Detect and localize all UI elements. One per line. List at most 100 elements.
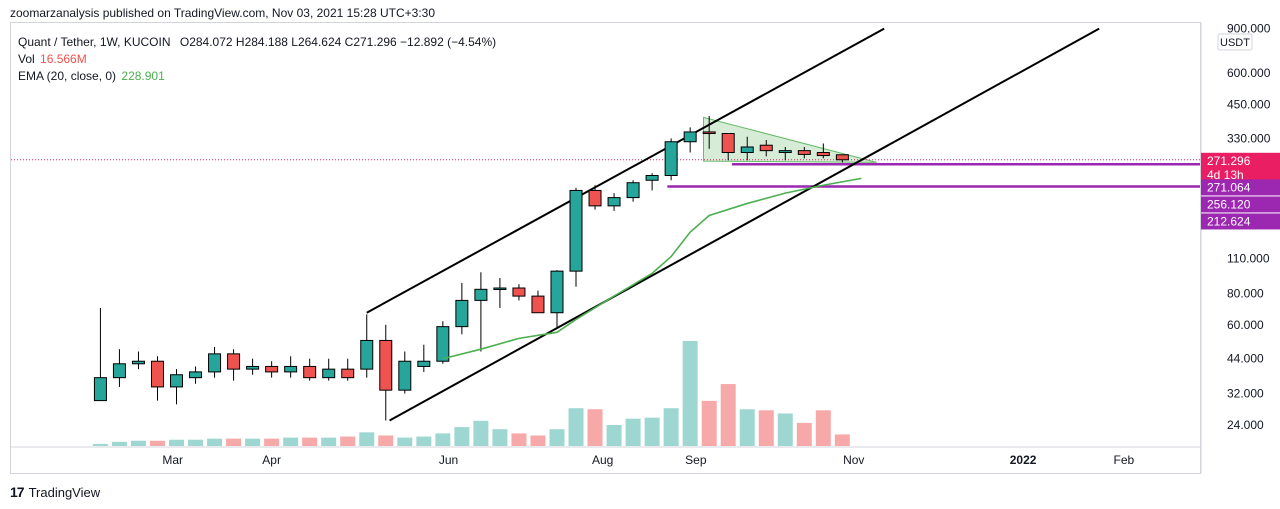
candle <box>607 193 621 211</box>
candle-body <box>474 288 488 301</box>
candle-body <box>227 353 241 370</box>
plot-area <box>11 27 1200 446</box>
legend-vol-label: Vol <box>18 52 35 66</box>
candle-body <box>322 368 336 379</box>
candle-body <box>131 360 145 365</box>
volume-bar <box>283 437 299 446</box>
candle <box>721 133 735 161</box>
x-tick-label: Feb <box>1114 453 1135 467</box>
legend-vol-value: 16.566M <box>40 52 87 66</box>
level-price-tag <box>1201 213 1280 230</box>
currency-label: USDT <box>1220 37 1250 49</box>
candle-body <box>284 365 298 373</box>
candle <box>112 349 126 387</box>
volume-bar <box>568 408 584 446</box>
candle-body <box>455 299 469 328</box>
time-axis: Mar Apr Jun Aug Sep Nov 2022 Feb <box>11 446 1200 467</box>
candle <box>702 115 716 149</box>
candle <box>531 290 545 314</box>
tradingview-footer[interactable]: 17 TradingView <box>10 484 100 500</box>
ema-line <box>442 177 862 360</box>
x-tick-label: Nov <box>843 453 864 467</box>
candle-body <box>550 270 564 314</box>
y-tick-label: 330.000 <box>1227 131 1271 145</box>
legend-symbol[interactable]: Quant / Tether, 1W, KUCOIN <box>18 35 171 49</box>
tradingview-brand: TradingView <box>28 484 101 500</box>
volume-bar <box>264 438 280 446</box>
candle <box>835 154 849 163</box>
candle-body <box>493 287 507 291</box>
candle-body <box>607 197 621 207</box>
volume-bar <box>169 439 185 446</box>
volume-bar <box>321 437 337 446</box>
candle-body <box>303 365 317 379</box>
publisher-line: zoomarzanalysis published on TradingView… <box>10 6 436 20</box>
candle <box>341 358 355 381</box>
candle-body <box>740 146 754 154</box>
candle-body <box>512 287 526 297</box>
candle-body <box>778 150 792 154</box>
candle <box>436 321 450 364</box>
volume-bar <box>834 434 850 446</box>
volume-bar <box>511 433 527 446</box>
candle <box>322 358 336 381</box>
volume-bar <box>530 435 546 446</box>
candle-body <box>189 371 203 379</box>
volume-bar <box>473 420 489 446</box>
candle-body <box>379 339 393 391</box>
candle <box>379 324 393 421</box>
y-tick-label: 32.000 <box>1227 387 1264 401</box>
countdown-label: 4d 13h <box>1207 168 1244 182</box>
candle-body <box>588 189 602 207</box>
candle <box>150 356 164 401</box>
legend-volume-row[interactable]: Vol 16.566M <box>18 51 496 68</box>
currency-badge <box>1217 33 1253 51</box>
candle <box>588 185 602 210</box>
volume-bar <box>92 443 108 446</box>
candle <box>474 272 488 352</box>
candle <box>246 358 260 375</box>
candle-body <box>531 295 545 314</box>
candle-body <box>759 144 773 152</box>
candle-body <box>246 365 260 370</box>
volume-bar <box>796 422 812 446</box>
volume-series <box>92 341 850 446</box>
candle-body <box>626 182 640 199</box>
candle-series <box>93 115 849 421</box>
candle-body <box>797 150 811 155</box>
legend-ema-value: 228.901 <box>121 69 165 83</box>
volume-bar <box>606 425 622 446</box>
channel-upper-line <box>366 27 885 314</box>
candle-body <box>265 365 279 373</box>
chart-legend: Quant / Tether, 1W, KUCOIN O284.072 H284… <box>18 34 496 85</box>
legend-ema-row[interactable]: EMA (20, close, 0) 228.901 <box>18 68 496 85</box>
level-price-tag <box>1201 179 1280 196</box>
candle-body <box>208 353 222 373</box>
x-tick-label: Aug <box>592 453 613 467</box>
x-tick-label: Apr <box>262 453 281 467</box>
volume-bar <box>758 410 774 446</box>
candle-body <box>398 360 412 391</box>
volume-bar <box>644 417 660 446</box>
candle-body <box>360 339 374 370</box>
volume-bar <box>815 410 831 446</box>
volume-bar <box>701 400 717 446</box>
candle <box>360 314 374 378</box>
candle-body <box>436 326 450 362</box>
current-price-label: 271.296 <box>1207 154 1251 168</box>
candle <box>284 356 298 378</box>
price-axis: 900.000600.000450.000330.000180.000110.0… <box>1200 22 1280 474</box>
volume-bar <box>663 408 679 446</box>
y-tick-label: 450.000 <box>1227 97 1271 111</box>
candle-body <box>170 374 184 388</box>
volume-bar <box>492 429 508 446</box>
x-tick-label: 2022 <box>1010 453 1037 467</box>
volume-bar <box>111 441 127 446</box>
candle <box>759 140 773 157</box>
candle-body <box>816 152 830 157</box>
candle <box>417 344 431 372</box>
candle <box>664 138 678 181</box>
volume-bar <box>682 341 698 446</box>
volume-bar <box>720 384 736 446</box>
